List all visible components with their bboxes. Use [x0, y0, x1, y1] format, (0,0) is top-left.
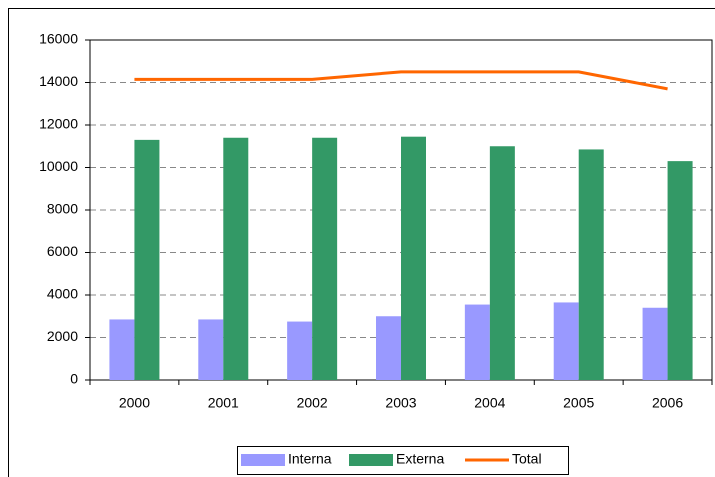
y-tick-label: 2000 [47, 328, 78, 344]
bar [223, 137, 249, 380]
bar [109, 319, 135, 380]
x-tick-label: 2003 [385, 395, 416, 411]
y-tick-label: 14000 [39, 73, 78, 89]
legend-swatch [241, 454, 285, 466]
bar [489, 146, 515, 380]
legend-label: Interna [288, 451, 332, 467]
bar [287, 321, 313, 380]
bar [401, 136, 426, 380]
x-tick-label: 2006 [652, 395, 683, 411]
legend-swatch [349, 454, 393, 466]
bar [312, 137, 338, 380]
x-tick-label: 2001 [208, 395, 239, 411]
line [134, 70, 668, 91]
legend-box [237, 446, 569, 475]
bar [667, 161, 693, 380]
y-tick-label: 12000 [39, 116, 78, 132]
y-tick-label: 0 [70, 371, 78, 387]
legend-label: Total [512, 451, 542, 467]
bar [578, 149, 604, 380]
legend-label: Externa [396, 451, 444, 467]
bar [464, 304, 490, 380]
x-tick-label: 2002 [297, 395, 328, 411]
x-tick-label: 2000 [119, 395, 150, 411]
y-tick-label: 10000 [39, 158, 78, 174]
bar [642, 307, 668, 380]
y-tick-label: 4000 [47, 286, 78, 302]
y-tick-label: 8000 [47, 201, 78, 217]
x-tick-label: 2005 [563, 395, 594, 411]
bar [376, 316, 401, 380]
chart-frame [8, 8, 715, 477]
bar [134, 139, 160, 380]
y-tick-label: 16000 [39, 31, 78, 47]
bar [198, 319, 224, 380]
x-tick-label: 2004 [474, 395, 505, 411]
y-tick-label: 6000 [47, 243, 78, 259]
bar [553, 302, 579, 380]
